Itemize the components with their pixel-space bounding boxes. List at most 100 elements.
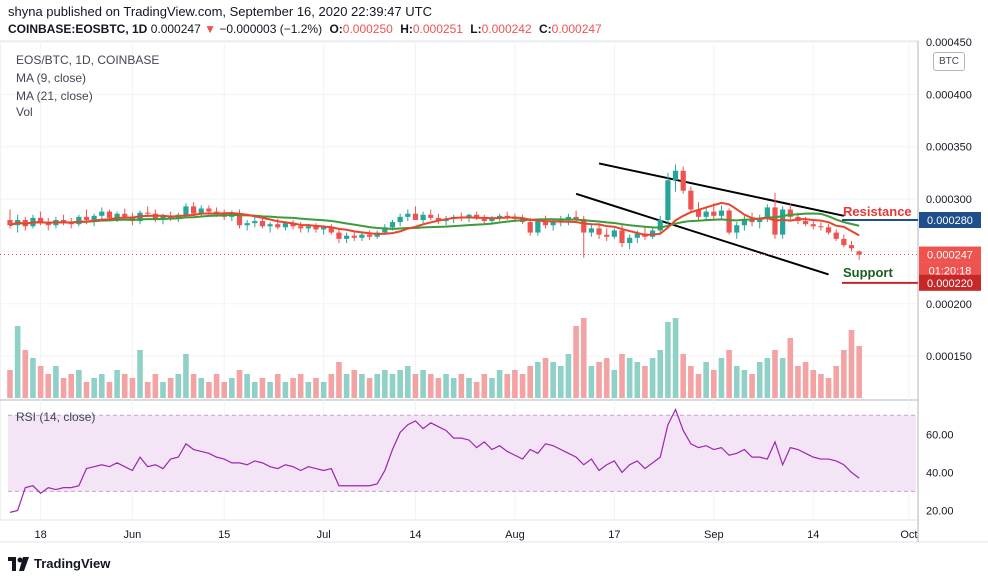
down-arrow-icon: ▼ <box>204 22 216 36</box>
time-tick-label: Oct <box>900 529 917 541</box>
volume-bar <box>91 378 97 398</box>
time-tick-label: 14 <box>807 529 819 541</box>
candle-body <box>703 211 709 217</box>
volume-bar <box>328 374 335 398</box>
candle-body <box>672 170 679 181</box>
candle-body <box>695 209 702 217</box>
volume-bar <box>7 370 13 398</box>
ma9-line <box>9 201 860 237</box>
volume-bar <box>649 358 656 398</box>
time-tick-label: Sep <box>704 529 724 541</box>
volume-bar <box>642 366 648 398</box>
volume-bar <box>626 358 633 398</box>
candle-body <box>99 211 105 216</box>
candle-body <box>497 215 503 218</box>
candle-body <box>267 224 273 227</box>
ohlc-header: COINBASE:EOSBTC, 1D 0.000247 ▼ −0.000003… <box>8 22 602 36</box>
support-price-tag: 0.000220 <box>927 278 973 290</box>
volume-bar <box>267 382 273 398</box>
rsi-tick-label: 60.00 <box>926 429 954 441</box>
volume-bar <box>144 382 151 398</box>
volume-bar <box>779 358 786 398</box>
legend-ma21[interactable]: MA (21, close) <box>16 89 93 103</box>
candle-body <box>718 210 725 216</box>
tradingview-logo[interactable]: TradingView <box>8 556 110 571</box>
candle-body <box>810 224 816 227</box>
volume-bar <box>305 382 312 398</box>
candle-body <box>60 220 67 223</box>
volume-bar <box>726 350 732 398</box>
volume-bar <box>121 374 128 398</box>
candle-body <box>825 227 832 233</box>
time-tick-label: 18 <box>34 529 46 541</box>
channel-lower-line <box>575 192 829 276</box>
volume-bar <box>290 378 296 398</box>
volume-bar <box>795 366 801 398</box>
countdown-tag: 01:20:18 <box>929 266 972 278</box>
volume-bar <box>206 382 212 398</box>
volume-bar <box>611 370 618 398</box>
low-label: L: <box>470 22 482 36</box>
volume-bar <box>695 374 702 398</box>
candle-body <box>787 209 793 217</box>
price-tick-label: 0.000400 <box>926 89 972 101</box>
candle-body <box>252 221 258 224</box>
legend-title[interactable]: EOS/BTC, 1D, COINBASE <box>16 53 160 67</box>
candle-body <box>428 214 434 218</box>
volume-bar <box>167 378 174 398</box>
legend-vol[interactable]: Vol <box>16 105 33 119</box>
candle-body <box>734 225 740 233</box>
candle-body <box>38 217 44 223</box>
volume-bar <box>512 370 518 398</box>
last-price-tag-bg <box>919 246 981 263</box>
rsi-panel <box>8 408 918 513</box>
volume-bar <box>320 382 327 398</box>
volume-bar <box>76 370 82 398</box>
volume-bar <box>688 366 694 398</box>
volume-bar <box>672 318 679 398</box>
candle-body <box>397 216 403 223</box>
volume-bar <box>137 350 143 398</box>
volume-bar <box>397 370 403 398</box>
ma21-line <box>9 212 860 230</box>
volume-bar <box>764 358 771 398</box>
legend-ma9[interactable]: MA (9, close) <box>16 71 87 85</box>
volume-bar <box>473 382 480 398</box>
volume-bar <box>527 366 533 398</box>
volume-bar <box>565 354 572 398</box>
volume-bar <box>504 374 511 398</box>
candle-body <box>627 237 633 244</box>
volume-bar <box>573 326 579 398</box>
volume-bar <box>336 362 342 398</box>
volume-bar <box>733 366 740 398</box>
candle-body <box>412 213 419 220</box>
time-tick-label: Jun <box>124 529 142 541</box>
candle-body <box>581 218 587 233</box>
high-label: H: <box>400 22 413 36</box>
volume-bar <box>558 366 564 398</box>
volume-bar <box>496 370 503 398</box>
price-tick-label: 0.000450 <box>926 37 972 49</box>
legend-rsi[interactable]: RSI (14, close) <box>16 410 96 424</box>
volume-bar <box>489 378 495 398</box>
candle-body <box>726 210 732 233</box>
time-tick-label: 14 <box>409 529 421 541</box>
time-tick-label: 15 <box>218 529 230 541</box>
candle-body <box>489 217 495 222</box>
volume-bar <box>787 338 794 398</box>
candle-body <box>803 221 809 225</box>
candle-body <box>711 211 717 216</box>
volume-bar <box>634 362 641 398</box>
volume-bar <box>580 318 587 398</box>
candle-body <box>244 223 250 226</box>
candle-body <box>688 190 694 210</box>
candle-body <box>565 216 572 220</box>
descending-channel <box>575 162 845 276</box>
volume-bar <box>818 374 824 398</box>
volume-bar <box>848 330 855 398</box>
price-tick-label: 0.000300 <box>926 194 972 206</box>
resistance-price-tag: 0.000280 <box>927 215 973 227</box>
currency-button[interactable]: BTC <box>933 52 965 71</box>
price-tick-label: 0.000350 <box>926 142 972 154</box>
